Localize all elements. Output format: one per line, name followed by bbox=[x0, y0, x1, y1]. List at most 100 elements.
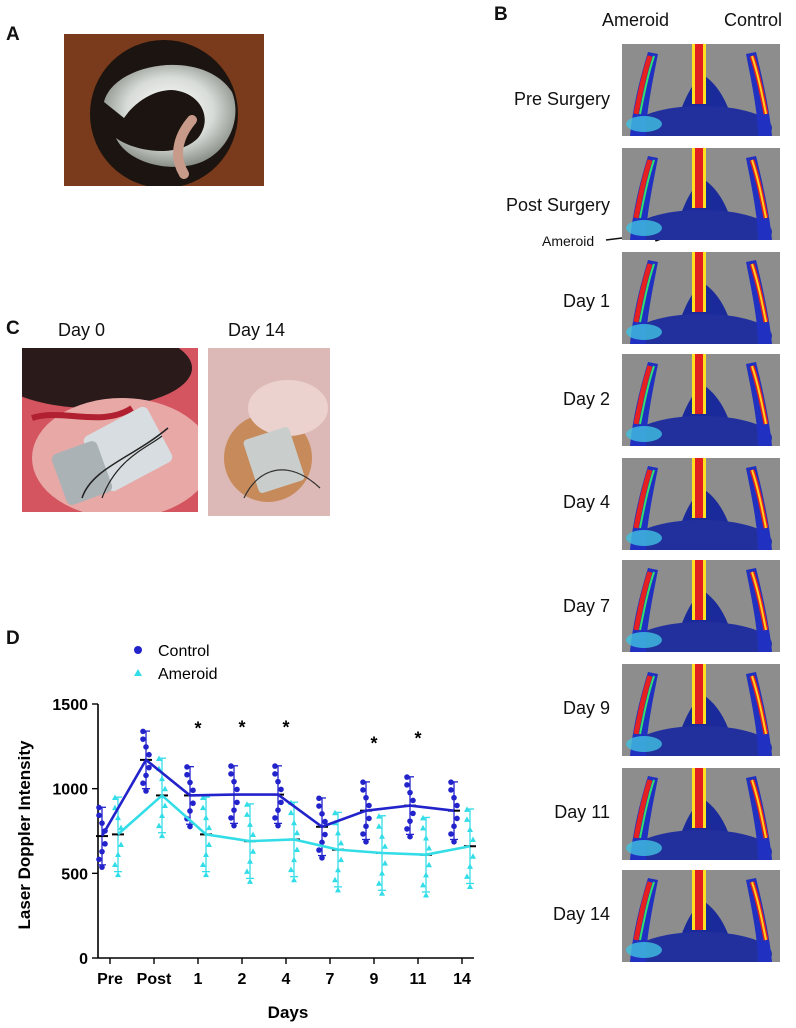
ameroid-point bbox=[115, 851, 121, 858]
doppler-image-post-surgery bbox=[622, 148, 780, 240]
control-point bbox=[275, 778, 281, 785]
control-point bbox=[143, 772, 149, 779]
doppler-image-day4 bbox=[622, 458, 780, 550]
control-point bbox=[99, 848, 105, 855]
ameroid-point bbox=[464, 816, 470, 822]
control-point bbox=[322, 818, 328, 825]
row-label-day14: Day 14 bbox=[552, 904, 610, 924]
doppler-image-day7 bbox=[622, 560, 780, 652]
implant-photo-day14 bbox=[208, 348, 330, 516]
ameroid-point bbox=[382, 860, 388, 866]
control-point bbox=[448, 787, 454, 793]
doppler-scan-drawing bbox=[622, 252, 780, 344]
control-point bbox=[407, 833, 413, 840]
ameroid-point bbox=[335, 866, 341, 873]
ameroid-point bbox=[467, 883, 473, 889]
ameroid-point bbox=[288, 809, 294, 816]
doppler-image-day1 bbox=[622, 252, 780, 344]
ameroid-point bbox=[156, 822, 162, 829]
doppler-scan-drawing bbox=[622, 354, 780, 446]
ameroid-point bbox=[376, 823, 382, 829]
ameroid-point bbox=[200, 861, 206, 868]
control-point bbox=[99, 820, 105, 826]
chart-series-lines bbox=[100, 757, 471, 857]
control-point bbox=[102, 841, 108, 847]
ameroid-point bbox=[332, 876, 338, 883]
ameroid-point bbox=[118, 841, 124, 847]
x-tick-label: 7 bbox=[326, 971, 335, 988]
ameroid-point bbox=[115, 871, 121, 878]
control-point bbox=[187, 808, 193, 814]
panel-label-b: B bbox=[494, 4, 508, 25]
ameroid-point bbox=[206, 824, 212, 831]
control-point bbox=[319, 811, 325, 817]
control-point bbox=[190, 787, 196, 794]
control-point bbox=[454, 815, 460, 822]
x-tick-label: 14 bbox=[453, 971, 471, 988]
row-label-day9: Day 9 bbox=[562, 698, 610, 718]
doppler-image-day14 bbox=[622, 870, 780, 962]
control-point bbox=[404, 774, 410, 780]
control-point bbox=[187, 779, 193, 786]
x-tick-label: 9 bbox=[370, 971, 379, 988]
ameroid-point bbox=[464, 806, 470, 812]
ameroid-point bbox=[379, 833, 385, 839]
legend-ameroid-marker bbox=[134, 669, 142, 676]
control-point bbox=[360, 831, 366, 837]
control-point bbox=[360, 779, 366, 785]
ameroid-point bbox=[332, 809, 338, 816]
control-point bbox=[278, 799, 284, 806]
column-header-ameroid: Ameroid bbox=[602, 10, 670, 30]
control-point bbox=[316, 803, 322, 809]
implant-drawing-day14 bbox=[208, 348, 330, 516]
ameroid-point bbox=[159, 775, 165, 782]
doppler-image-pre-surgery bbox=[622, 44, 780, 136]
ameroid-point bbox=[423, 871, 429, 878]
control-point bbox=[140, 780, 146, 786]
control-point bbox=[228, 763, 234, 769]
ameroid-point bbox=[464, 873, 470, 879]
control-point bbox=[363, 794, 369, 801]
ameroid-point bbox=[200, 794, 206, 801]
y-tick-label: 1000 bbox=[52, 782, 88, 799]
ameroid-point bbox=[291, 819, 297, 826]
ameroid-point bbox=[156, 755, 162, 762]
control-point bbox=[316, 847, 322, 853]
control-point bbox=[231, 778, 237, 785]
ameroid-series-line bbox=[117, 793, 471, 857]
doppler-scan-drawing bbox=[622, 458, 780, 550]
control-point bbox=[451, 794, 457, 801]
ameroid-point bbox=[420, 814, 426, 821]
control-point bbox=[316, 795, 322, 802]
panel-label-a: A bbox=[6, 24, 20, 45]
control-point bbox=[363, 838, 369, 845]
control-point bbox=[228, 815, 234, 821]
ameroid-constrictor-photo bbox=[64, 34, 264, 186]
row-label-day7: Day 7 bbox=[562, 596, 610, 616]
ameroid-point bbox=[112, 861, 118, 868]
photo-caption-day0: Day 0 bbox=[58, 320, 106, 340]
doppler-image-day11 bbox=[622, 768, 780, 860]
control-series-line bbox=[100, 757, 455, 837]
ameroid-point bbox=[206, 841, 212, 847]
doppler-scan-drawing bbox=[622, 44, 780, 136]
ameroid-point bbox=[247, 858, 253, 864]
y-axis-label: Laser Doppler Intensity bbox=[15, 740, 34, 929]
control-point bbox=[190, 800, 196, 807]
ameroid-point bbox=[200, 804, 206, 811]
doppler-scan-drawing bbox=[622, 664, 780, 756]
ameroid-point bbox=[379, 890, 385, 896]
control-point bbox=[448, 831, 454, 837]
ameroid-point bbox=[382, 843, 388, 849]
ameroid-point bbox=[159, 832, 165, 839]
photo-caption-day14: Day 14 bbox=[228, 320, 286, 340]
ameroid-point bbox=[250, 848, 256, 854]
control-point bbox=[272, 763, 278, 769]
ameroid-point bbox=[247, 878, 253, 884]
y-tick-label: 0 bbox=[79, 951, 88, 968]
control-point bbox=[454, 802, 460, 809]
row-label-pre-surgery: Pre Surgery bbox=[513, 89, 610, 109]
control-point bbox=[363, 823, 369, 830]
significance-star: * bbox=[370, 734, 377, 754]
x-tick-label: 11 bbox=[410, 971, 427, 988]
